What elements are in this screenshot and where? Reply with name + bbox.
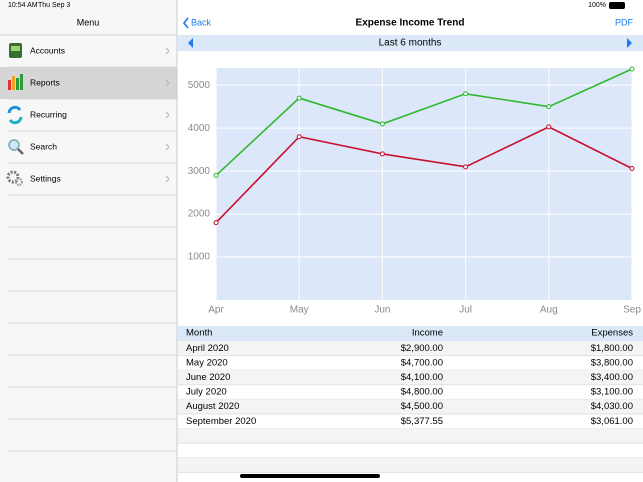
menu-item[interactable]: Recurring bbox=[30, 109, 67, 119]
point bbox=[546, 104, 552, 110]
table-cell: August 2020 bbox=[186, 401, 239, 412]
x-tick-label: Jun bbox=[374, 305, 390, 316]
status-battery: 100% bbox=[588, 2, 606, 9]
table-cell: September 2020 bbox=[186, 416, 256, 427]
y-tick-label: 5000 bbox=[188, 80, 211, 91]
menu-item[interactable]: Reports bbox=[30, 77, 60, 87]
table-cell: $5,377.55 bbox=[401, 416, 443, 427]
point bbox=[379, 151, 385, 157]
back-button[interactable]: Back bbox=[191, 17, 212, 27]
icon-reports bbox=[8, 74, 23, 90]
battery-icon bbox=[609, 2, 625, 9]
menu-item[interactable]: Settings bbox=[30, 173, 61, 183]
chevron bbox=[165, 175, 170, 183]
chevron bbox=[165, 111, 170, 119]
table-cell: June 2020 bbox=[186, 372, 230, 383]
pdf-button[interactable]: PDF bbox=[615, 17, 634, 27]
menu-item[interactable]: Accounts bbox=[30, 45, 65, 55]
table-cell: $3,800.00 bbox=[591, 357, 633, 368]
period-label: Last 6 months bbox=[379, 38, 442, 49]
next-period[interactable] bbox=[627, 38, 632, 48]
table-header-bg bbox=[178, 326, 643, 341]
table-cell: $3,400.00 bbox=[591, 372, 633, 383]
point bbox=[546, 124, 552, 130]
chart: 1000 2000 3000 4000 5000 Apr May Jun Jul Aug Sep bbox=[188, 66, 641, 316]
header-month: Month bbox=[186, 328, 212, 339]
table-cell: $4,800.00 bbox=[401, 387, 443, 398]
table-cell: July 2020 bbox=[186, 387, 227, 398]
x-tick-label: Jul bbox=[459, 305, 472, 316]
point bbox=[463, 91, 469, 97]
sidebar: Menu Accounts Reports Recurring Search Settin… bbox=[8, 17, 177, 452]
row-bg bbox=[178, 341, 643, 356]
series-line bbox=[215, 68, 633, 176]
row-bg bbox=[178, 399, 643, 414]
status-date: Thu Sep 3 bbox=[38, 2, 70, 9]
chevron bbox=[165, 47, 170, 55]
point bbox=[629, 165, 635, 171]
x-tick-label: Aug bbox=[540, 305, 558, 316]
chevron bbox=[165, 79, 170, 87]
y-tick-label: 1000 bbox=[188, 252, 211, 263]
screen-title: Expense Income Trend bbox=[356, 18, 465, 29]
icon-settings bbox=[6, 170, 23, 186]
x-tick-label: May bbox=[290, 305, 309, 316]
point bbox=[296, 95, 302, 101]
row-bg bbox=[178, 428, 643, 444]
x-tick-label: Apr bbox=[208, 305, 224, 316]
sidebar-title: Menu bbox=[77, 17, 100, 27]
x-tick-label: Sep bbox=[623, 305, 641, 316]
table-cell: $4,100.00 bbox=[401, 372, 443, 383]
row-bg bbox=[178, 457, 643, 473]
period-bar bbox=[178, 35, 643, 51]
header-expenses: Expenses bbox=[591, 328, 633, 339]
point bbox=[213, 220, 219, 226]
plot-area bbox=[216, 68, 632, 300]
chevron bbox=[165, 143, 170, 151]
status-time: 10:54 AM bbox=[8, 2, 38, 9]
table-cell: May 2020 bbox=[186, 357, 228, 368]
point bbox=[379, 121, 385, 127]
y-tick-label: 2000 bbox=[188, 209, 211, 220]
y-tick-label: 4000 bbox=[188, 123, 211, 134]
table: Month Income Expenses April 2020 $2,900.00 $1… bbox=[178, 326, 643, 473]
row-bg bbox=[178, 370, 643, 385]
back-chevron[interactable] bbox=[182, 17, 189, 29]
table-cell: $3,061.00 bbox=[591, 416, 633, 427]
table-cell: $4,030.00 bbox=[591, 401, 633, 412]
table-cell: $2,900.00 bbox=[401, 343, 443, 354]
point bbox=[296, 134, 302, 140]
selected-row bbox=[0, 67, 177, 99]
table-cell: $3,100.00 bbox=[591, 387, 633, 398]
table-cell: $1,800.00 bbox=[591, 343, 633, 354]
table-cell: $4,500.00 bbox=[401, 401, 443, 412]
series-line bbox=[215, 125, 633, 224]
prev-period[interactable] bbox=[188, 38, 193, 48]
point bbox=[213, 172, 219, 178]
menu-item[interactable]: Search bbox=[30, 141, 57, 151]
table-cell: April 2020 bbox=[186, 343, 229, 354]
table-cell: $4,700.00 bbox=[401, 357, 443, 368]
icon-recurring bbox=[7, 105, 23, 125]
home-indicator bbox=[240, 474, 380, 478]
header-income: Income bbox=[412, 328, 443, 339]
point bbox=[629, 66, 635, 72]
point bbox=[463, 164, 469, 170]
icon-search bbox=[8, 139, 24, 155]
y-tick-label: 3000 bbox=[188, 166, 211, 177]
icon-accounts bbox=[9, 43, 22, 58]
